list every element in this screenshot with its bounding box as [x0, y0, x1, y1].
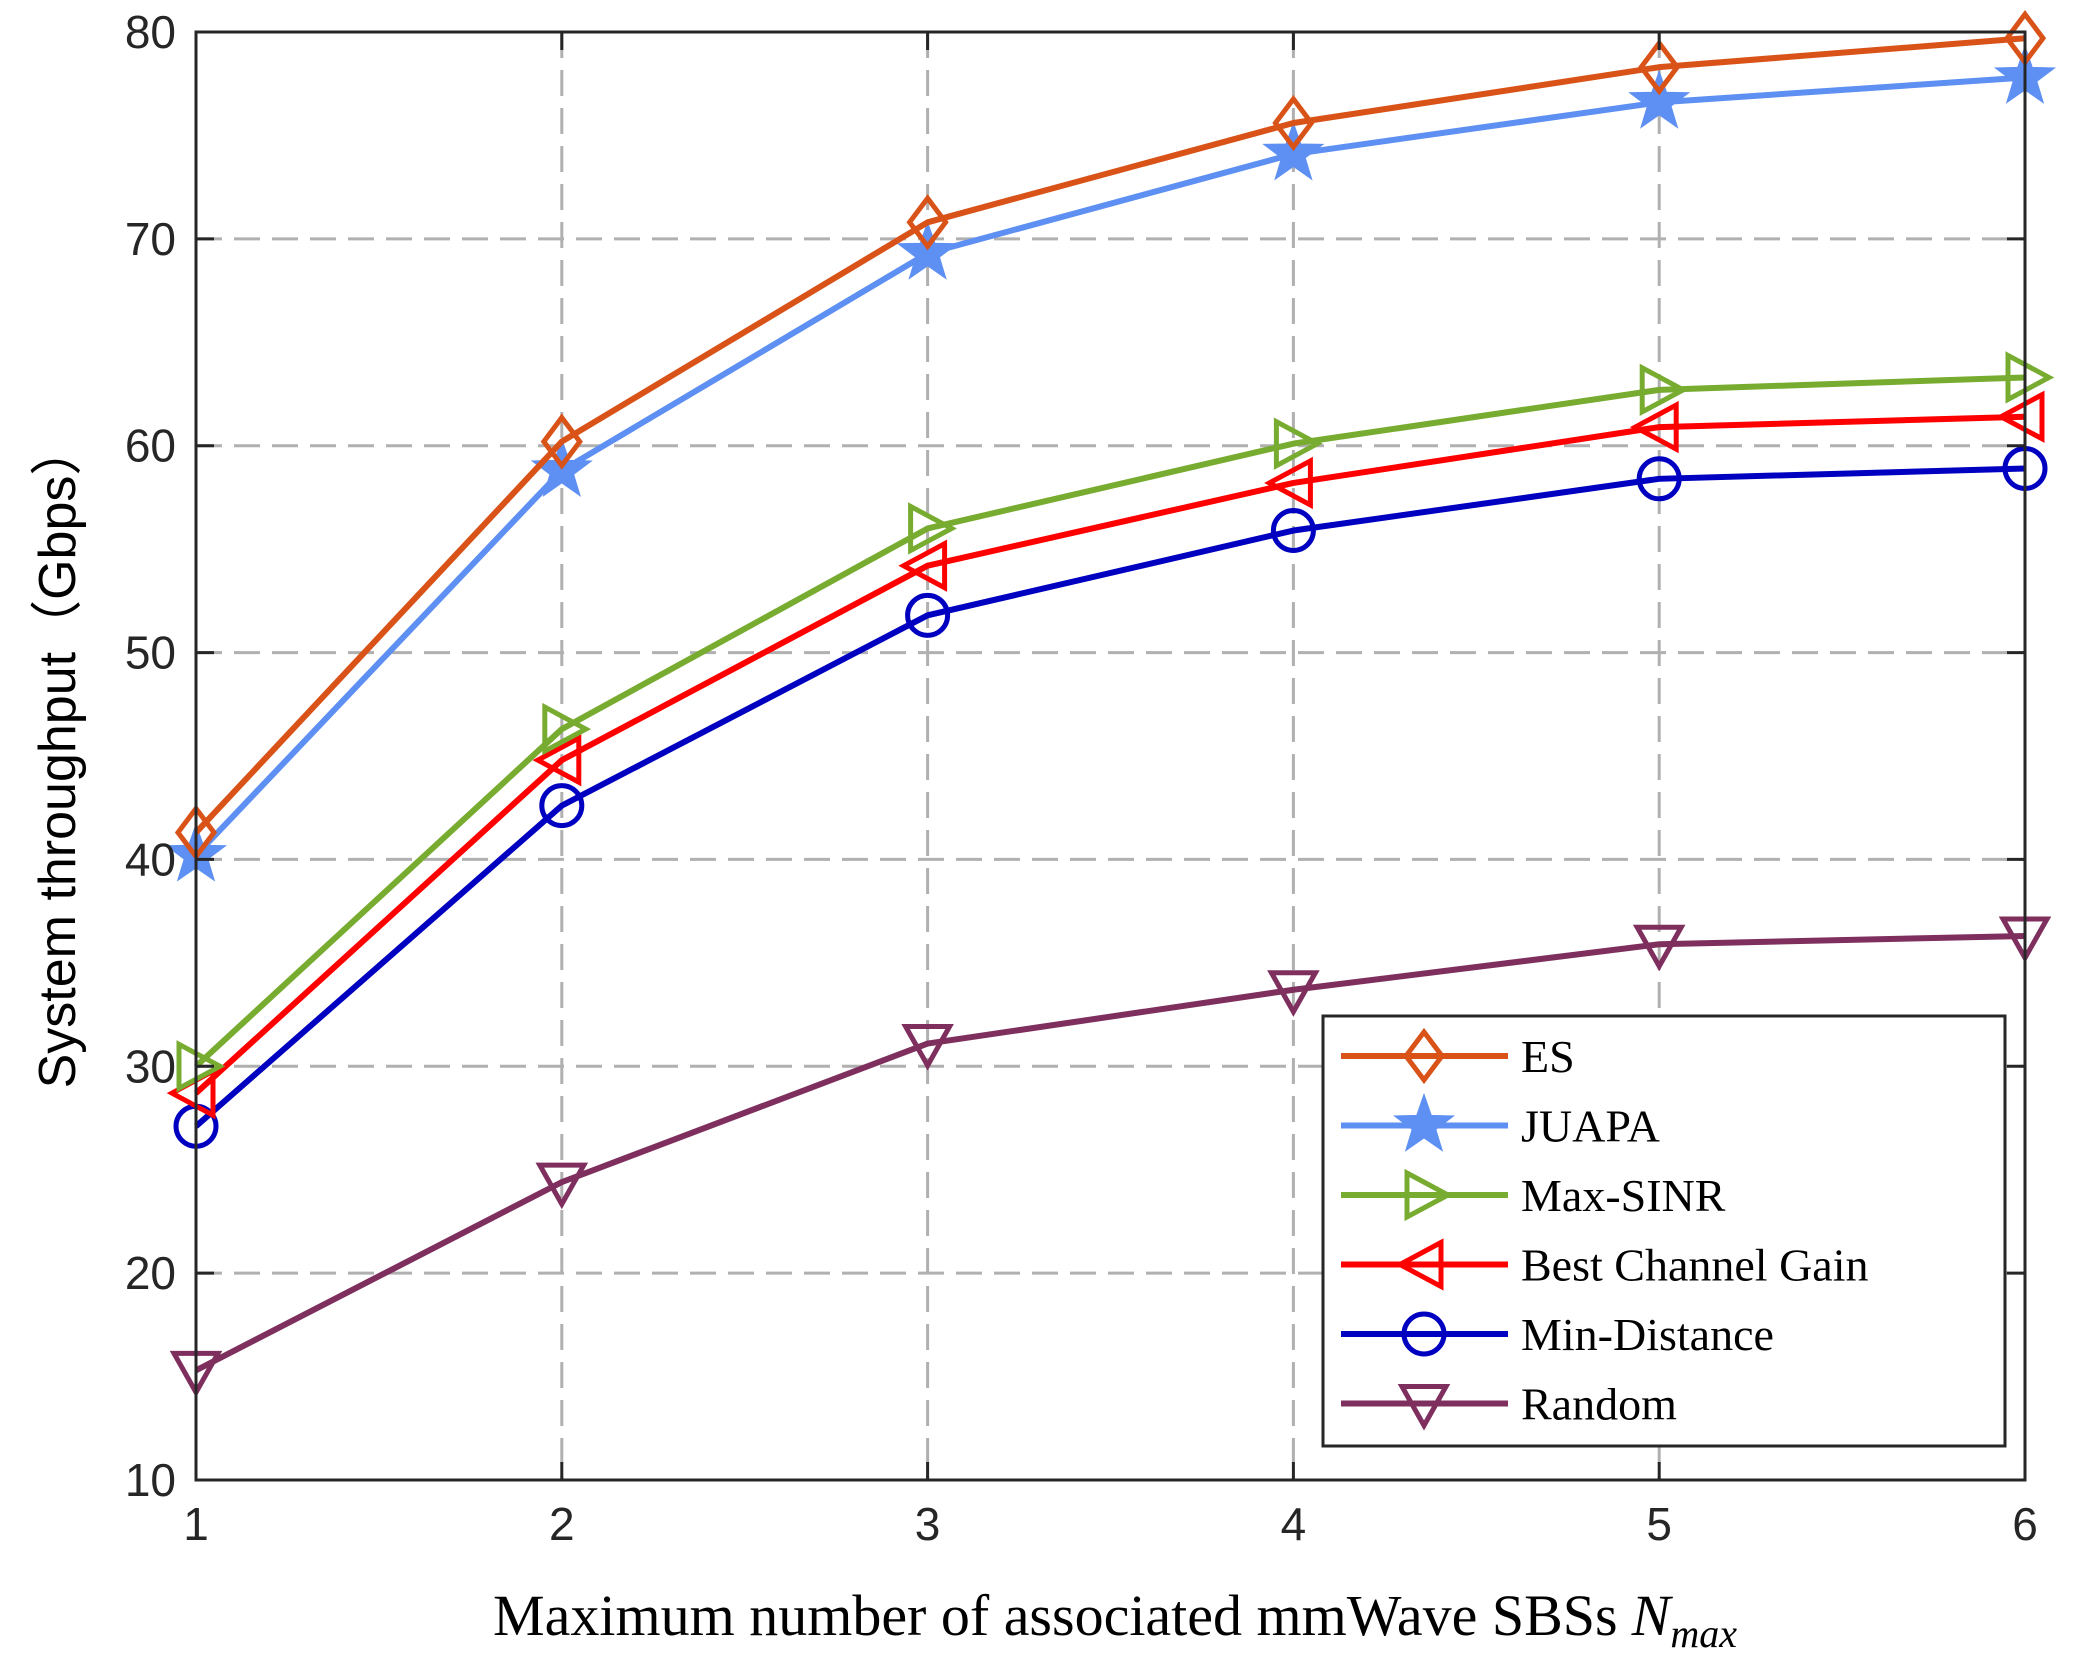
- data-point: [896, 220, 959, 280]
- data-point: [1628, 69, 1691, 129]
- data-point: [535, 1162, 589, 1210]
- data-point: [908, 502, 957, 555]
- legend-label: Best Channel Gain: [1521, 1240, 1869, 1291]
- legend-box: [1321, 1014, 2007, 1448]
- legend-marker: [1402, 1027, 1446, 1085]
- x-tick-label: 6: [2012, 1498, 2038, 1550]
- series-line: [193, 74, 2026, 858]
- series-random: [169, 916, 2052, 1398]
- x-tick-label: 3: [915, 1498, 941, 1550]
- y-tick-label: 10: [125, 1454, 176, 1506]
- legend-item: Min-Distance: [1341, 1309, 1774, 1360]
- series-min-distance: [173, 445, 2048, 1149]
- x-tick-label: 5: [1646, 1498, 1672, 1550]
- legend-marker: [1392, 1092, 1456, 1152]
- legend-marker: [1394, 1238, 1444, 1291]
- legend-label: ES: [1521, 1031, 1575, 1082]
- x-axis-label-subscript: max: [1670, 1611, 1737, 1656]
- x-axis-label: Maximum number of associated mmWave SBSs…: [493, 1583, 1737, 1656]
- y-tick-label: 50: [125, 627, 176, 679]
- x-axis-label-text: Maximum number of associated mmWave SBSs: [493, 1583, 1618, 1648]
- series-es: [174, 10, 2047, 861]
- y-tick-label: 40: [125, 833, 176, 885]
- x-tick-label: 2: [549, 1498, 575, 1550]
- x-tick-label: 4: [1281, 1498, 1307, 1550]
- legend-label: Max-SINR: [1521, 1170, 1726, 1221]
- y-tick-label: 70: [125, 213, 176, 265]
- data-point: [1264, 456, 1313, 510]
- y-tick-labels: 10 20 30 40 50 60 70 80: [125, 6, 176, 1506]
- data-point: [1273, 417, 1323, 470]
- legend-item: Best Channel Gain: [1341, 1238, 1869, 1291]
- legend-marker: [1397, 1384, 1451, 1431]
- data-point: [1632, 924, 1686, 972]
- data-point: [901, 1024, 954, 1071]
- data-point: [1638, 38, 1681, 96]
- data-point: [1270, 508, 1316, 554]
- data-point: [1995, 390, 2045, 443]
- data-point: [540, 413, 583, 470]
- data-point: [1272, 94, 1315, 152]
- legend-item: Max-SINR: [1341, 1168, 1726, 1222]
- data-point: [2005, 351, 2055, 404]
- legend: ES JUAPA Max-SINR Best Channel Gain Min-Dist…: [1321, 1014, 2007, 1448]
- legend-marker: [1404, 1168, 1454, 1222]
- series-line: [194, 932, 2026, 1374]
- x-axis-label-symbol: N: [1631, 1583, 1674, 1648]
- series-line: [193, 35, 2026, 835]
- data-point: [539, 783, 585, 829]
- legend-label: JUAPA: [1521, 1101, 1660, 1152]
- data-point: [1636, 456, 1682, 502]
- data-point: [532, 733, 582, 787]
- plot-frame: [194, 30, 2027, 1482]
- y-tick-label: 30: [125, 1040, 176, 1092]
- data-point: [542, 702, 592, 756]
- series-layer: [164, 10, 2057, 1398]
- series-line: [194, 465, 2026, 1129]
- legend-item: Random: [1341, 1379, 1677, 1431]
- series-line: [193, 374, 2026, 1069]
- data-point: [1629, 400, 1679, 454]
- data-point: [1267, 970, 1320, 1017]
- data-point: [906, 194, 949, 251]
- data-point: [176, 1040, 226, 1093]
- data-point: [905, 592, 951, 638]
- y-tick-label: 20: [125, 1247, 176, 1299]
- legend-label: Min-Distance: [1521, 1309, 1774, 1360]
- x-tick-label: 1: [183, 1498, 209, 1550]
- data-point: [898, 539, 948, 592]
- data-point: [1262, 121, 1325, 181]
- y-axis-label: System throughput（Gbps）: [29, 424, 87, 1089]
- legend-marker: [1401, 1311, 1447, 1357]
- series-juapa: [164, 44, 2057, 882]
- series-line: [193, 413, 2026, 1096]
- data-point: [1639, 363, 1689, 417]
- axis-ticks: [194, 30, 2027, 1482]
- series-max-sinr: [176, 351, 2055, 1093]
- legend-item: ES: [1341, 1027, 1575, 1085]
- series-best-channel-gain: [166, 390, 2045, 1120]
- legend-item: JUAPA: [1341, 1092, 1660, 1152]
- y-tick-label: 60: [125, 420, 176, 472]
- y-tick-label: 80: [125, 6, 176, 58]
- x-tick-labels: 1 2 3 4 5 6: [183, 1498, 2038, 1550]
- legend-label: Random: [1521, 1379, 1677, 1430]
